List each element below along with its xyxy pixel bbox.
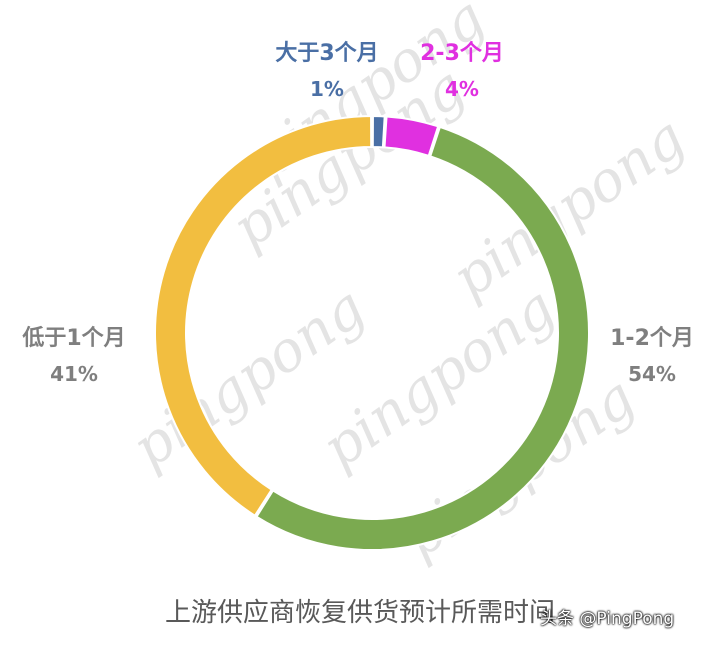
watermark-layer: pingpongpingpongpingpongpingpongpingpong… bbox=[121, 0, 697, 571]
slice-label-value: 4% bbox=[445, 77, 479, 101]
donut-slices bbox=[154, 114, 590, 551]
slice-label-name: 低于1个月 bbox=[21, 326, 125, 351]
slice-label-name: 2-3个月 bbox=[420, 41, 504, 66]
chart-title: 上游供应商恢复供货预计所需时间 bbox=[164, 598, 555, 628]
pie-slice bbox=[383, 115, 440, 158]
slice-label-value: 41% bbox=[50, 362, 98, 386]
pie-slice bbox=[154, 114, 373, 518]
slice-label-name: 大于3个月 bbox=[275, 41, 378, 66]
slice-label-value: 1% bbox=[310, 77, 344, 101]
pie-slice bbox=[371, 114, 386, 149]
slice-label-value: 54% bbox=[628, 362, 676, 386]
source-tag: 头条 @PingPong bbox=[540, 609, 675, 629]
slice-label-name: 1-2个月 bbox=[610, 326, 694, 351]
slice-labels: 大于3个月 1% 2-3个月 4% 1-2个月 54% 低于1个月 41% bbox=[21, 41, 694, 386]
pie-slice bbox=[255, 125, 590, 551]
